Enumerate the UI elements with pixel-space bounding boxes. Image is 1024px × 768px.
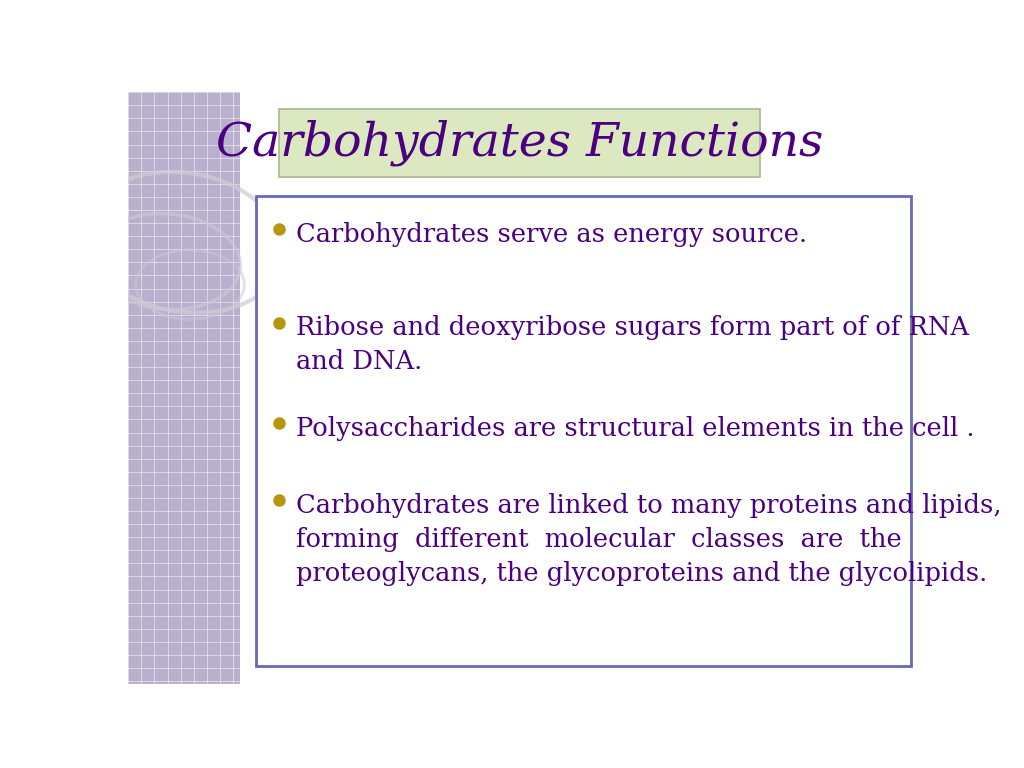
FancyBboxPatch shape	[256, 196, 910, 666]
Text: Carbohydrates serve as energy source.: Carbohydrates serve as energy source.	[296, 221, 807, 247]
Text: Ribose and deoxyribose sugars form part of of RNA
and DNA.: Ribose and deoxyribose sugars form part …	[296, 316, 969, 375]
FancyBboxPatch shape	[128, 92, 241, 684]
FancyBboxPatch shape	[280, 109, 760, 177]
Text: Carbohydrates are linked to many proteins and lipids,
forming  different  molecu: Carbohydrates are linked to many protein…	[296, 492, 1001, 585]
Text: Polysaccharides are structural elements in the cell .: Polysaccharides are structural elements …	[296, 415, 975, 441]
Text: Carbohydrates Functions: Carbohydrates Functions	[216, 120, 823, 166]
